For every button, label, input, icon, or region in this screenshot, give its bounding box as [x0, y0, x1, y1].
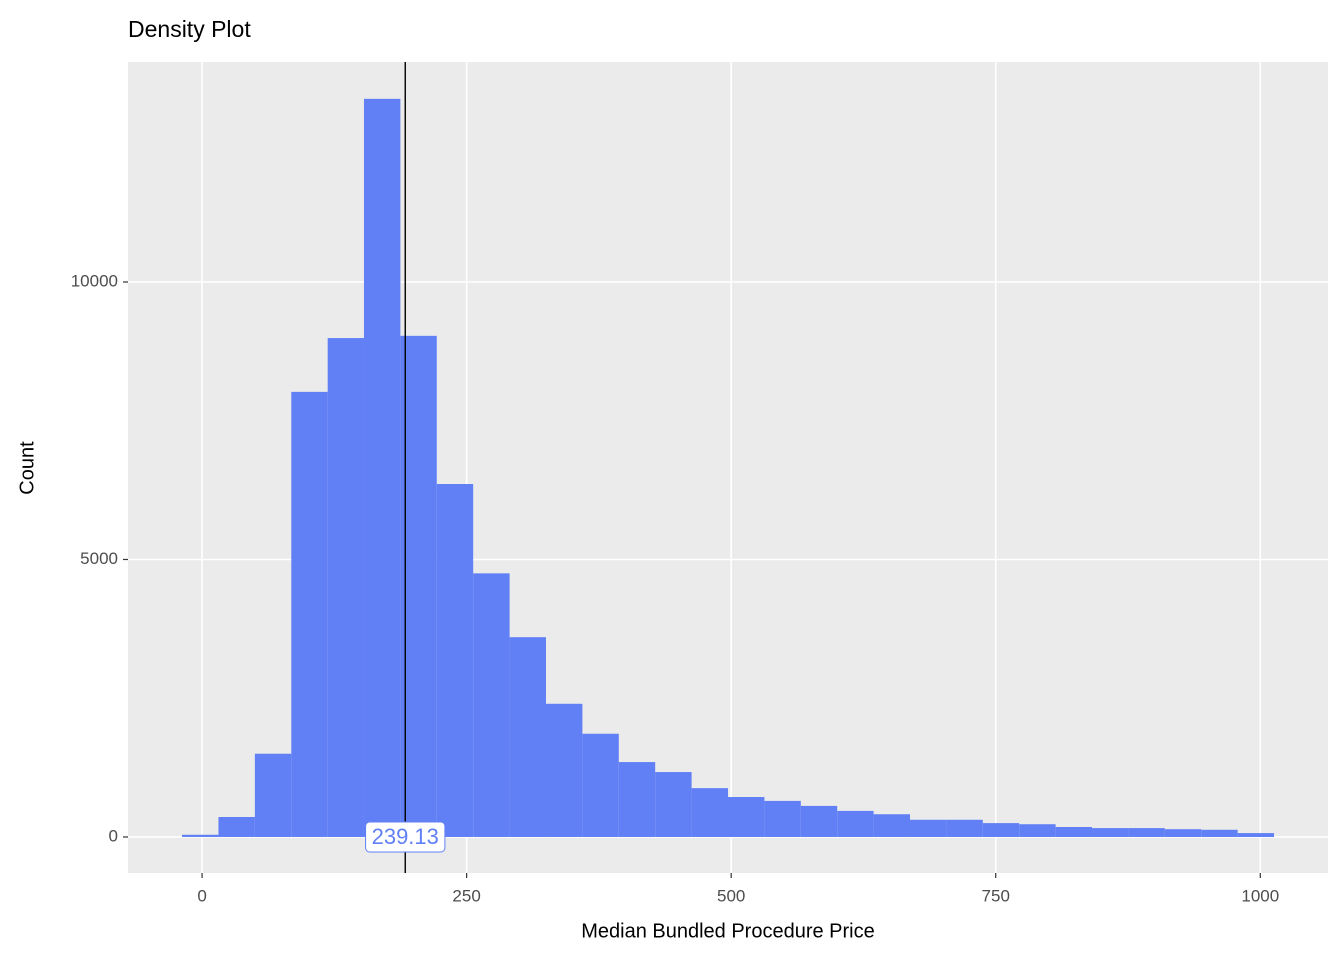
x-tick-label: 750 — [982, 886, 1010, 905]
x-axis-label: Median Bundled Procedure Price — [581, 920, 875, 942]
bar — [291, 391, 328, 837]
bar — [728, 797, 765, 837]
bar — [982, 823, 1020, 837]
bar — [1128, 828, 1165, 837]
bar — [800, 805, 838, 837]
bar — [1164, 829, 1202, 837]
x-tick-label: 250 — [452, 886, 480, 905]
bar — [946, 819, 983, 837]
bar — [837, 810, 874, 837]
bar — [1201, 829, 1238, 837]
bar — [873, 814, 911, 837]
bar — [182, 834, 219, 837]
bar — [545, 703, 583, 837]
bar — [582, 733, 619, 837]
x-tick-label: 1000 — [1241, 886, 1279, 905]
bar — [436, 484, 474, 837]
bar — [764, 800, 801, 837]
bar — [327, 338, 364, 837]
y-tick-label: 0 — [109, 826, 118, 845]
x-tick-label: 500 — [717, 886, 745, 905]
bar — [1092, 828, 1129, 837]
bar — [1055, 826, 1093, 837]
bar — [1237, 833, 1275, 837]
chart-title: Density Plot — [128, 16, 251, 42]
bar — [655, 772, 692, 837]
bar — [691, 788, 728, 837]
x-tick-label: 0 — [197, 886, 206, 905]
bar — [618, 762, 656, 837]
y-tick-label: 10000 — [71, 271, 118, 290]
bar — [1019, 824, 1056, 837]
annotation-box — [365, 821, 446, 853]
bar — [218, 817, 255, 837]
bar — [910, 819, 947, 837]
y-tick-label: 5000 — [80, 549, 118, 568]
bar — [400, 335, 437, 837]
bar — [254, 753, 292, 837]
y-axis-label: Count — [16, 441, 38, 495]
bar — [363, 98, 401, 837]
bar — [473, 573, 510, 837]
annotation-label: 239.13 — [372, 824, 439, 849]
bar — [509, 637, 546, 837]
